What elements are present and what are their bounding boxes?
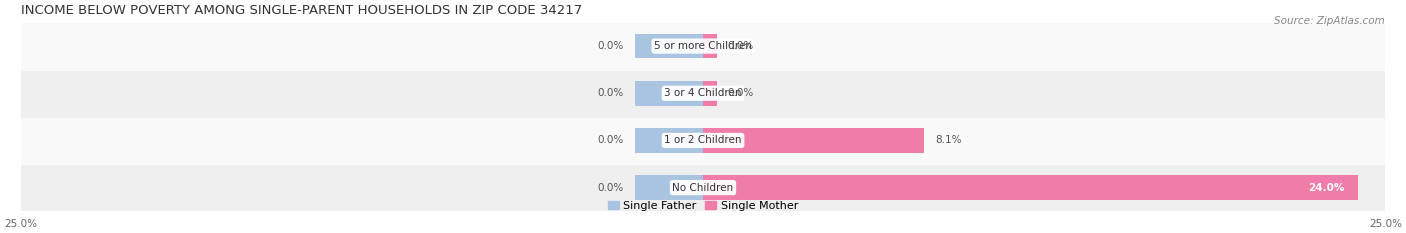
Text: 0.0%: 0.0% [727,41,754,51]
Text: INCOME BELOW POVERTY AMONG SINGLE-PARENT HOUSEHOLDS IN ZIP CODE 34217: INCOME BELOW POVERTY AMONG SINGLE-PARENT… [21,4,582,17]
Bar [703,175,1358,200]
Text: 0.0%: 0.0% [598,41,624,51]
Legend: Single Father, Single Mother: Single Father, Single Mother [603,196,803,215]
Bar [21,117,1385,164]
Bar [634,175,703,200]
Text: 8.1%: 8.1% [935,135,962,145]
Text: 0.0%: 0.0% [598,135,624,145]
Bar [21,23,1385,70]
Bar [634,34,703,58]
Text: 3 or 4 Children: 3 or 4 Children [664,88,742,98]
Text: 0.0%: 0.0% [598,183,624,193]
Bar [634,128,703,153]
Bar [21,164,1385,211]
Text: 24.0%: 24.0% [1308,183,1344,193]
Text: 0.0%: 0.0% [598,88,624,98]
Bar [634,81,703,106]
Text: 1 or 2 Children: 1 or 2 Children [664,135,742,145]
Text: 0.0%: 0.0% [727,88,754,98]
Bar [21,70,1385,117]
Text: Source: ZipAtlas.com: Source: ZipAtlas.com [1274,16,1385,26]
Text: 5 or more Children: 5 or more Children [654,41,752,51]
Bar [703,34,717,58]
Text: No Children: No Children [672,183,734,193]
Bar [703,81,717,106]
Bar [703,128,924,153]
